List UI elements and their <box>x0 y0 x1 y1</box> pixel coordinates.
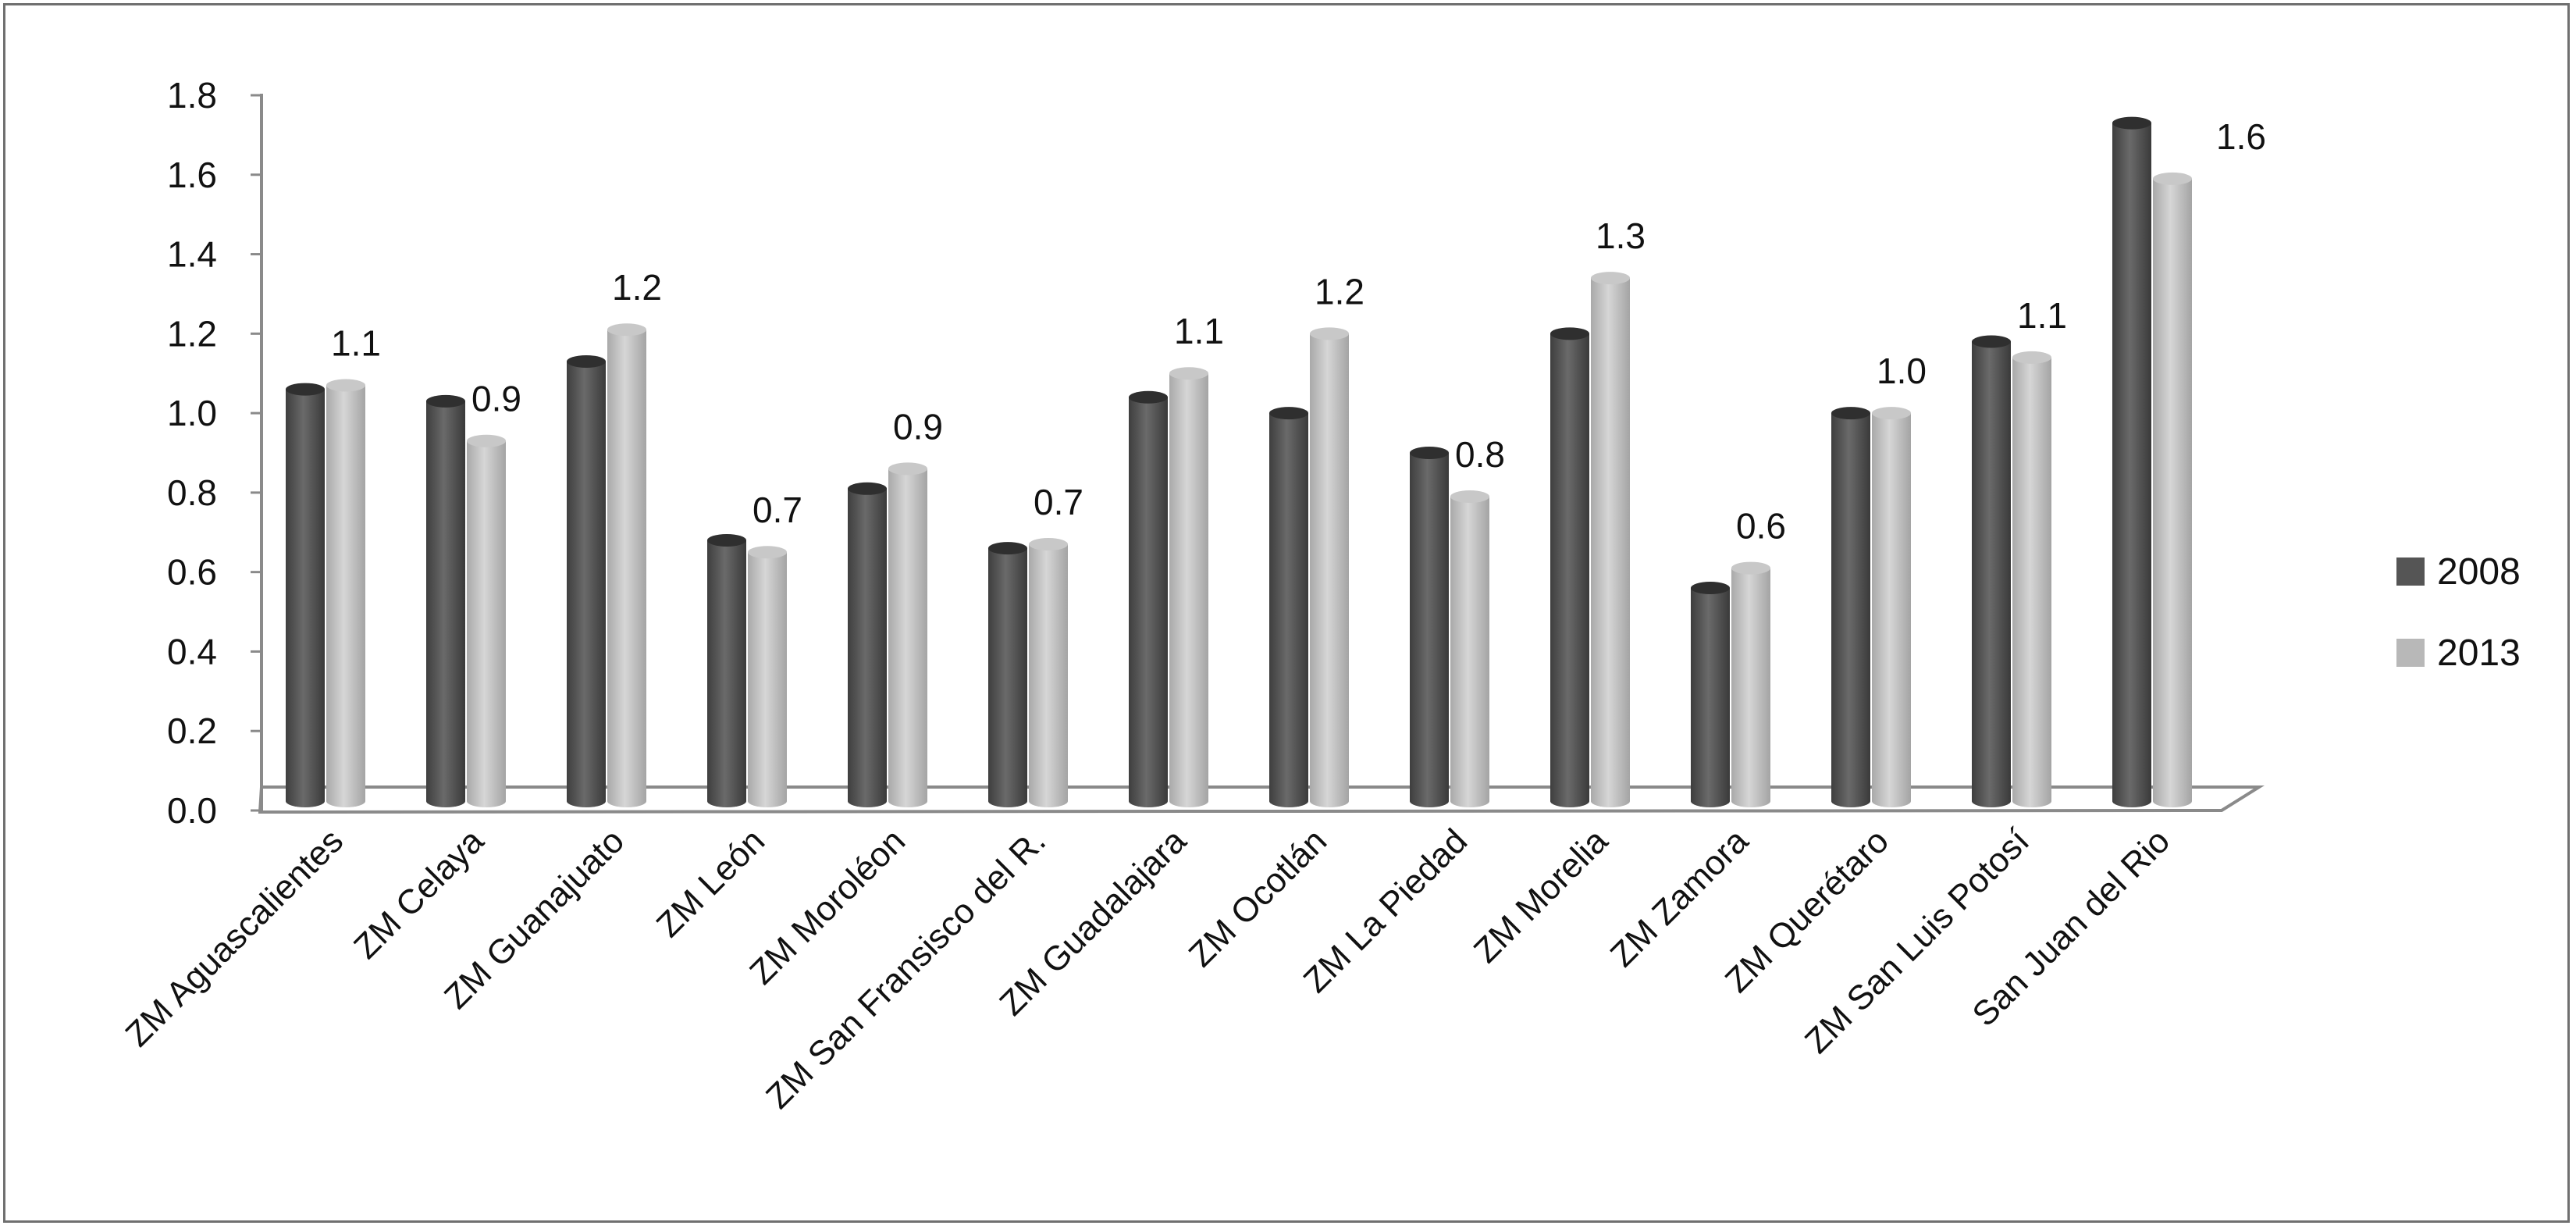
bar-2013-10 <box>1731 561 1770 807</box>
data-label: 1.2 <box>1315 271 1364 312</box>
y-tick-label: 0.4 <box>167 631 217 671</box>
bar-2013-5 <box>1029 538 1068 807</box>
data-label: 1.6 <box>2216 116 2266 157</box>
x-category-label: ZM Zamora <box>1603 821 1756 974</box>
data-label: 1.1 <box>331 322 381 363</box>
bar-2013-6 <box>1169 367 1208 807</box>
data-label: 0.7 <box>753 490 802 530</box>
chart-floor <box>258 785 2265 814</box>
legend: 2008 2013 <box>2396 551 2521 674</box>
y-tick-label: 1.2 <box>167 313 217 354</box>
bar-2008-7 <box>1269 407 1308 807</box>
bar-2013-0 <box>326 379 365 807</box>
bar-2013-11 <box>1872 407 1911 807</box>
data-label: 1.2 <box>612 267 662 308</box>
x-category-label: ZM Morelia <box>1467 821 1616 971</box>
y-tick-label: 1.8 <box>167 75 217 116</box>
bar-2008-0 <box>286 383 325 808</box>
y-tick-label: 1.6 <box>167 155 217 195</box>
x-category-label: ZM San Fransisco del R. <box>759 821 1053 1116</box>
legend-label-2008: 2008 <box>2437 551 2521 593</box>
data-label: 0.8 <box>1455 434 1505 475</box>
y-tick-label: 0.2 <box>167 711 217 751</box>
bar-2013-2 <box>607 323 646 807</box>
bars <box>286 116 2192 808</box>
legend-swatch-2013 <box>2396 639 2425 667</box>
data-label: 0.9 <box>893 406 943 447</box>
bar-2013-1 <box>467 434 506 807</box>
bar-2008-11 <box>1831 407 1870 807</box>
x-category-label: ZM Ocotlán <box>1182 821 1334 974</box>
data-labels: 1.1 0.9 1.2 0.7 0.9 0.7 1.1 1.2 0.8 1.3 0.6 1.0 1.1 1… <box>331 116 2266 547</box>
y-tick-label: 1.0 <box>167 393 217 433</box>
bar-2008-13 <box>2112 116 2151 808</box>
bar-2008-6 <box>1129 390 1168 807</box>
legend-label-2013: 2013 <box>2437 632 2521 674</box>
y-axis-ticks: 0.0 0.2 0.4 0.6 0.8 1.0 1.2 1.4 1.6 1.8 <box>167 75 262 831</box>
legend-swatch-2008 <box>2396 558 2425 586</box>
bar-2008-2 <box>567 354 606 807</box>
bar-2013-3 <box>748 546 787 807</box>
bar-2008-9 <box>1550 327 1589 807</box>
bar-2008-8 <box>1410 447 1449 807</box>
axes <box>258 94 2265 814</box>
x-category-label: ZM León <box>649 821 772 944</box>
bar-2008-10 <box>1691 582 1730 807</box>
x-category-label: ZM Aguascalientes <box>119 821 351 1054</box>
data-label: 0.6 <box>1736 506 1786 547</box>
data-label: 0.9 <box>471 379 521 419</box>
data-label: 0.7 <box>1034 482 1083 522</box>
bar-2013-7 <box>1310 327 1349 807</box>
bar-2013-9 <box>1591 272 1630 808</box>
bar-2008-3 <box>707 533 746 807</box>
y-tick-label: 0.6 <box>167 552 217 593</box>
bar-2008-1 <box>426 394 465 807</box>
x-category-label: ZM Celaya <box>347 821 491 966</box>
y-tick-label: 0.8 <box>167 472 217 513</box>
data-label: 1.0 <box>1877 351 1927 391</box>
bar-2008-12 <box>1972 335 2011 807</box>
bar-2013-4 <box>888 462 927 807</box>
y-tick-label: 1.4 <box>167 234 217 275</box>
bar-2013-8 <box>1450 490 1489 807</box>
bar-2008-4 <box>848 482 887 807</box>
bar-2013-12 <box>2012 351 2051 807</box>
y-tick-label: 0.0 <box>167 790 217 831</box>
data-label: 1.1 <box>1174 311 1224 351</box>
bar-2008-5 <box>988 542 1027 807</box>
data-label: 1.3 <box>1596 216 1646 256</box>
data-label: 1.1 <box>2017 295 2067 336</box>
bar-2013-13 <box>2153 172 2192 807</box>
